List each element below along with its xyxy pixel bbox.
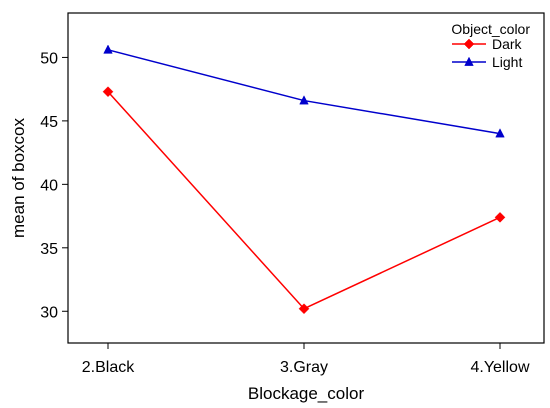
series-light — [103, 44, 505, 138]
legend-item-light: Light — [452, 54, 522, 70]
series-layer — [102, 44, 506, 315]
x-axis-title: Blockage_color — [248, 384, 365, 403]
data-point-dark — [102, 86, 114, 98]
data-point-light — [299, 95, 309, 105]
y-axis-title: mean of boxcox — [9, 117, 28, 238]
series-dark — [102, 86, 506, 315]
data-point-light — [495, 128, 505, 138]
y-tick-label: 45 — [40, 114, 58, 131]
x-tick-label: 2.Black — [82, 359, 135, 376]
legend-label-light: Light — [492, 54, 522, 70]
data-point-dark — [298, 303, 310, 315]
legend-marker-dark — [463, 38, 475, 50]
y-tick-label: 40 — [40, 177, 58, 194]
y-tick-label: 30 — [40, 304, 58, 321]
series-line-light — [107, 49, 501, 135]
data-point-light — [103, 44, 113, 54]
plot-frame — [67, 12, 545, 344]
y-axis: 30 35 40 45 50 — [40, 50, 68, 321]
x-tick-label: 3.Gray — [280, 359, 328, 376]
legend-title: Object_color — [451, 21, 530, 37]
legend-label-dark: Dark — [492, 36, 523, 52]
x-tick-label: 4.Yellow — [470, 359, 529, 376]
x-axis: 2.Black 3.Gray 4.Yellow — [82, 343, 530, 376]
legend-item-dark: Dark — [452, 36, 523, 52]
data-point-dark — [494, 211, 506, 223]
y-tick-label: 35 — [40, 241, 58, 258]
legend-marker-light — [464, 56, 474, 66]
y-tick-label: 50 — [40, 50, 58, 67]
